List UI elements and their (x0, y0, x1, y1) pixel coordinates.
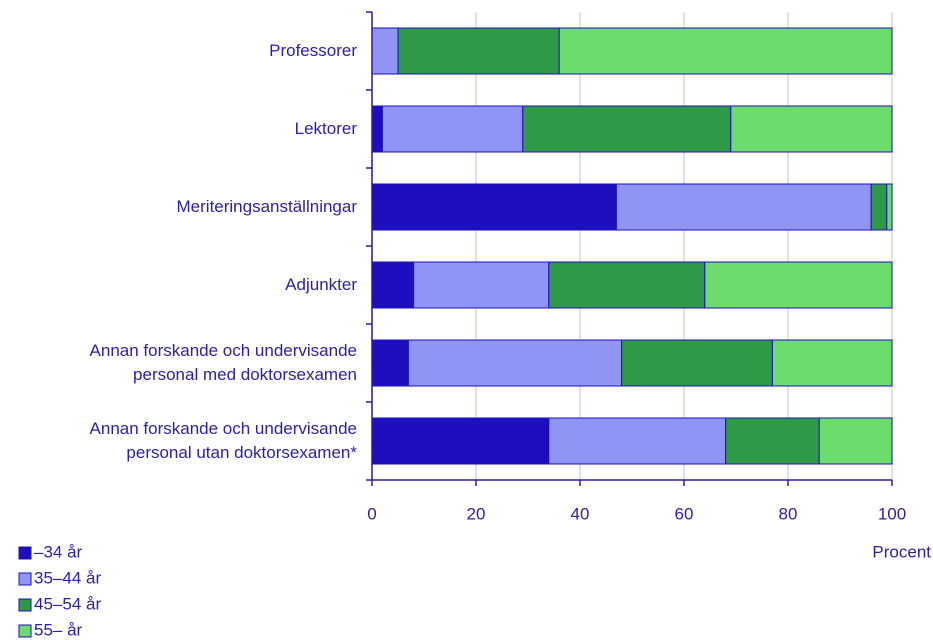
y-tick-label: Professorer (269, 41, 357, 60)
y-tick-label: Meriteringsanställningar (176, 197, 357, 216)
bar-segment (621, 339, 773, 387)
legend-label: –34 år (34, 542, 83, 561)
bar-segment (548, 417, 727, 465)
x-tick-label: 100 (878, 504, 906, 523)
y-tick-label: Lektorer (294, 119, 357, 138)
bar-segment (371, 339, 409, 387)
bar-segment (371, 417, 550, 465)
legend-label: 55– år (34, 620, 83, 639)
x-tick-label: 20 (467, 504, 486, 523)
x-tick-label: 0 (367, 504, 376, 523)
bar-segment (704, 261, 893, 309)
legend-swatch (18, 546, 32, 560)
bar-segment (725, 417, 820, 465)
bar-segment (771, 339, 893, 387)
x-tick-label: 80 (779, 504, 798, 523)
x-tick-label: 40 (571, 504, 590, 523)
y-tick-label: Annan forskande och undervisande persona… (89, 341, 357, 384)
legend-label: 35–44 år (34, 568, 101, 587)
bar-segment (371, 27, 399, 75)
bar-segment (615, 183, 872, 231)
y-tick-label: Annan forskande och undervisande persona… (89, 419, 357, 462)
legend-swatch (18, 624, 32, 638)
bar-segment (371, 105, 383, 153)
legend-swatch (18, 598, 32, 612)
bar-segment (371, 261, 415, 309)
bar-segment (413, 261, 550, 309)
bar-segment (730, 105, 893, 153)
x-tick-label: 60 (675, 504, 694, 523)
bar-segment (371, 183, 617, 231)
bar-segment (886, 183, 893, 231)
bar-segment (522, 105, 732, 153)
legend-swatch (18, 572, 32, 586)
bar-segment (548, 261, 706, 309)
bar-segment (407, 339, 623, 387)
y-tick-label: Adjunkter (285, 275, 357, 294)
bar-segment (397, 27, 560, 75)
bar-segment (818, 417, 893, 465)
bar-segment (381, 105, 524, 153)
bar-segment (870, 183, 888, 231)
x-axis-label: Procent (872, 542, 931, 561)
legend-label: 45–54 år (34, 594, 101, 613)
bar-segment (558, 27, 893, 75)
